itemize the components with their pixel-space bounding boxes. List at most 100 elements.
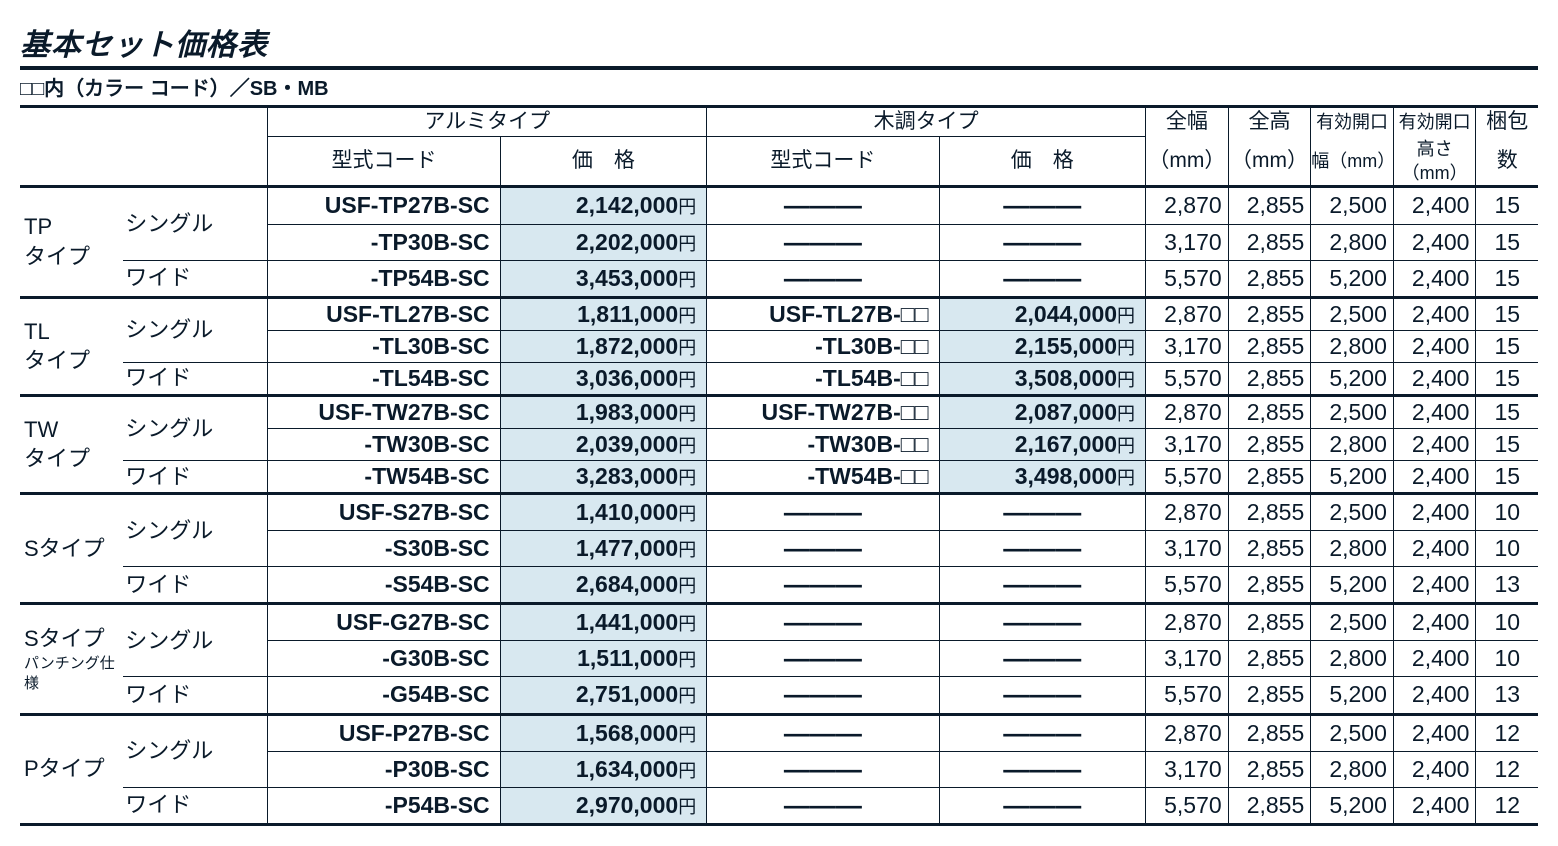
cell-pkg: 10 [1476, 494, 1538, 531]
cell-aprice: 1,811,000円 [500, 297, 707, 330]
cell-height: 2,855 [1228, 330, 1311, 362]
table-row: TLタイプシングルUSF-TL27B-SC1,811,000円 USF-TL27… [20, 297, 1538, 330]
price-value: 2,039,000 [576, 431, 678, 457]
price-value: 1,511,000 [577, 645, 678, 671]
yen-suffix: 円 [678, 797, 696, 817]
cell-width: 2,870 [1146, 297, 1229, 330]
table-body: TPタイプシングルUSF-TP27B-SC2,142,000円 ——— ——— … [20, 187, 1538, 824]
type-label: TLタイプ [20, 297, 123, 395]
hdr-price-a: 価 格 [500, 137, 707, 187]
type-label-line: TL [24, 317, 123, 347]
price-value: 2,155,000 [1015, 333, 1117, 359]
yen-suffix: 円 [1117, 370, 1135, 390]
cell-wprice-dash: ——— [939, 224, 1146, 260]
cell-eff-w: 2,500 [1311, 494, 1394, 531]
hdr-width: 全幅 [1146, 107, 1229, 137]
cell-width: 2,870 [1146, 494, 1229, 531]
cell-wprice-dash: ——— [939, 787, 1146, 824]
yen-suffix: 円 [678, 197, 696, 217]
cell-pkg: 15 [1476, 428, 1538, 460]
cell-aprice: 3,453,000円 [500, 260, 707, 297]
type-label-line: Pタイプ [24, 754, 123, 784]
cell-pkg: 10 [1476, 604, 1538, 641]
cell-eff-w: 2,500 [1311, 187, 1394, 224]
cell-eff-h: 2,400 [1393, 460, 1476, 493]
cell-eff-w: 2,500 [1311, 604, 1394, 641]
table-row: ワイド-TL54B-SC3,036,000円 -TL54B-□□ 3,508,0… [20, 362, 1538, 395]
cell-width: 5,570 [1146, 362, 1229, 395]
cell-width: 3,170 [1146, 641, 1229, 677]
cell-height: 2,855 [1228, 677, 1311, 714]
yen-suffix: 円 [678, 725, 696, 745]
cell-wcode-dash: ——— [707, 531, 939, 567]
cell-aprice: 3,036,000円 [500, 362, 707, 395]
cell-eff-h: 2,400 [1393, 187, 1476, 224]
cell-eff-h: 2,400 [1393, 641, 1476, 677]
price-value: 2,751,000 [576, 681, 678, 707]
cell-width: 3,170 [1146, 224, 1229, 260]
cell-eff-w: 2,500 [1311, 395, 1394, 428]
cell-aprice: 1,441,000円 [500, 604, 707, 641]
price-value: 1,410,000 [576, 499, 678, 525]
cell-eff-h: 2,400 [1393, 297, 1476, 330]
cell-width: 3,170 [1146, 330, 1229, 362]
sub-label-wide: ワイド [123, 260, 268, 297]
cell-wprice-dash: ——— [939, 531, 1146, 567]
cell-eff-h: 2,400 [1393, 330, 1476, 362]
yen-suffix: 円 [1117, 436, 1135, 456]
cell-eff-h: 2,400 [1393, 260, 1476, 297]
cell-wcode: -TL30B-□□ [707, 330, 939, 362]
cell-acode: -TP30B-SC [268, 224, 500, 260]
yen-suffix: 円 [678, 614, 696, 634]
price-value: 1,634,000 [576, 756, 678, 782]
hdr-pkg: 梱包 [1476, 107, 1538, 137]
hdr-eff-h-mm: 高さ（mm） [1393, 137, 1476, 187]
cell-wcode: USF-TW27B-□□ [707, 395, 939, 428]
cell-acode: -P30B-SC [268, 751, 500, 787]
price-value: 3,036,000 [576, 365, 678, 391]
cell-pkg: 13 [1476, 677, 1538, 714]
sub-label-single: シングル [123, 714, 268, 787]
cell-acode: -TP54B-SC [268, 260, 500, 297]
cell-width: 2,870 [1146, 395, 1229, 428]
sub-label-single: シングル [123, 395, 268, 460]
yen-suffix: 円 [678, 504, 696, 524]
cell-acode: USF-TP27B-SC [268, 187, 500, 224]
cell-wcode-dash: ——— [707, 260, 939, 297]
type-label-line: タイプ [24, 242, 123, 272]
cell-eff-h: 2,400 [1393, 604, 1476, 641]
price-value: 1,568,000 [576, 720, 678, 746]
cell-height: 2,855 [1228, 460, 1311, 493]
cell-eff-h: 2,400 [1393, 751, 1476, 787]
cell-wcode-dash: ——— [707, 751, 939, 787]
cell-eff-h: 2,400 [1393, 362, 1476, 395]
cell-eff-h: 2,400 [1393, 787, 1476, 824]
cell-eff-h: 2,400 [1393, 494, 1476, 531]
price-value: 3,283,000 [576, 463, 678, 489]
cell-height: 2,855 [1228, 714, 1311, 751]
table-row: TPタイプシングルUSF-TP27B-SC2,142,000円 ——— ——— … [20, 187, 1538, 224]
cell-eff-h: 2,400 [1393, 677, 1476, 714]
cell-eff-w: 2,500 [1311, 297, 1394, 330]
price-value: 1,811,000 [577, 301, 678, 327]
cell-pkg: 15 [1476, 460, 1538, 493]
table-row: ワイド-G54B-SC2,751,000円 ——— ——— 5,570 2,85… [20, 677, 1538, 714]
type-label-line: TW [24, 415, 123, 445]
type-label-line: タイプ [24, 346, 123, 376]
cell-wprice: 3,498,000円 [939, 460, 1146, 493]
cell-acode: -TL54B-SC [268, 362, 500, 395]
hdr-moku: 木調タイプ [707, 107, 1146, 137]
price-table: アルミタイプ 木調タイプ 全幅 全高 有効開口 有効開口 梱包 型式コード 価 … [20, 105, 1538, 826]
cell-width: 5,570 [1146, 460, 1229, 493]
cell-wprice-dash: ——— [939, 567, 1146, 604]
cell-height: 2,855 [1228, 395, 1311, 428]
cell-aprice: 1,872,000円 [500, 330, 707, 362]
type-label: Sタイプ [20, 494, 123, 604]
cell-wcode-dash: ——— [707, 494, 939, 531]
table-subtitle: □□内（カラー コード）／SB・MB [20, 72, 1538, 101]
cell-wcode-dash: ——— [707, 641, 939, 677]
table-title: 基本セット価格表 [20, 20, 1538, 70]
type-label-line: Sタイプ [24, 624, 123, 654]
sub-label-single: シングル [123, 494, 268, 567]
hdr-eff-w: 有効開口 [1311, 107, 1394, 137]
